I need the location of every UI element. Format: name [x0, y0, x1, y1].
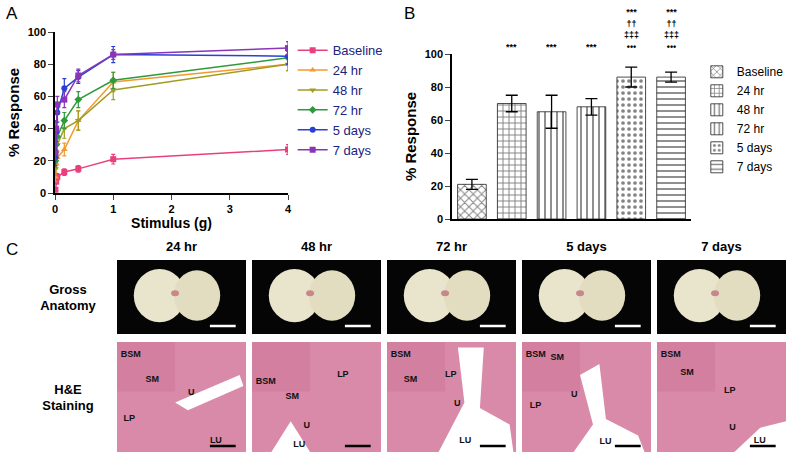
svg-text:48 hr: 48 hr [737, 103, 764, 117]
svg-text:Stimulus (g): Stimulus (g) [131, 215, 212, 231]
svg-text:***: *** [506, 42, 517, 52]
svg-text:LU: LU [599, 436, 611, 446]
svg-text:H&EStaining: H&EStaining [42, 382, 93, 413]
svg-text:48 hr: 48 hr [301, 239, 332, 254]
svg-text:% Response: % Response [402, 92, 419, 181]
svg-text:BSM: BSM [121, 349, 141, 359]
svg-text:LP: LP [337, 369, 349, 379]
svg-text:0: 0 [40, 187, 46, 199]
svg-text:BSM: BSM [661, 349, 681, 359]
svg-text:100: 100 [28, 26, 46, 38]
svg-text:40: 40 [34, 122, 46, 134]
svg-text:Baseline: Baseline [737, 65, 783, 79]
svg-text:U: U [729, 422, 736, 432]
svg-text:24 hr: 24 hr [166, 239, 197, 254]
svg-text:20: 20 [34, 155, 46, 167]
svg-text:***††‡‡‡•••: ***††‡‡‡••• [624, 7, 639, 52]
svg-text:U: U [454, 398, 461, 408]
svg-text:100: 100 [425, 48, 443, 60]
svg-text:BSM: BSM [391, 349, 411, 359]
svg-text:20: 20 [431, 180, 443, 192]
svg-text:LP: LP [724, 385, 736, 395]
svg-text:60: 60 [34, 90, 46, 102]
svg-text:80: 80 [431, 81, 443, 93]
svg-text:48 hr: 48 hr [333, 83, 363, 98]
svg-text:24 hr: 24 hr [333, 63, 363, 78]
svg-text:72 hr: 72 hr [436, 239, 467, 254]
svg-text:72 hr: 72 hr [333, 103, 363, 118]
svg-text:24 hr: 24 hr [737, 84, 764, 98]
svg-text:5 days: 5 days [333, 123, 372, 138]
svg-text:0: 0 [437, 213, 443, 225]
svg-text:1: 1 [110, 203, 116, 215]
html-text:B: B [404, 4, 416, 23]
svg-text:BSM: BSM [256, 376, 276, 386]
svg-text:80: 80 [34, 58, 46, 70]
svg-text:60: 60 [431, 114, 443, 126]
svg-text:SM: SM [550, 352, 564, 362]
svg-text:SM: SM [286, 391, 300, 401]
svg-text:SM: SM [680, 367, 694, 377]
svg-text:0: 0 [52, 203, 58, 215]
svg-text:Baseline: Baseline [333, 43, 383, 58]
svg-text:5 days: 5 days [566, 239, 606, 254]
svg-text:***: *** [586, 42, 597, 52]
svg-text:7 days: 7 days [737, 160, 772, 174]
svg-text:5 days: 5 days [737, 141, 772, 155]
svg-text:7 days: 7 days [701, 239, 741, 254]
svg-text:2: 2 [168, 203, 174, 215]
svg-text:***: *** [546, 42, 557, 52]
svg-text:BSM: BSM [526, 349, 546, 359]
svg-text:LU: LU [754, 435, 766, 445]
html-text:A: A [6, 4, 18, 23]
svg-text:% Response: % Response [5, 68, 22, 157]
svg-text:U: U [304, 420, 311, 430]
svg-text:LU: LU [293, 439, 305, 449]
svg-text:LU: LU [459, 435, 471, 445]
svg-text:U: U [188, 387, 195, 397]
svg-text:3: 3 [227, 203, 233, 215]
svg-text:SM: SM [145, 374, 159, 384]
svg-text:SM: SM [404, 374, 418, 384]
svg-text:LP: LP [445, 369, 457, 379]
html-text:C: C [6, 240, 19, 259]
svg-text:4: 4 [285, 203, 292, 215]
svg-text:***††‡‡‡•••: ***††‡‡‡••• [664, 7, 679, 52]
svg-text:40: 40 [431, 147, 443, 159]
svg-text:LP: LP [123, 413, 135, 423]
svg-text:GrossAnatomy: GrossAnatomy [40, 282, 96, 313]
svg-text:72 hr: 72 hr [737, 122, 764, 136]
svg-text:7 days: 7 days [333, 143, 372, 158]
svg-text:U: U [571, 389, 578, 399]
svg-text:LU: LU [210, 435, 222, 445]
svg-text:LP: LP [530, 400, 542, 410]
